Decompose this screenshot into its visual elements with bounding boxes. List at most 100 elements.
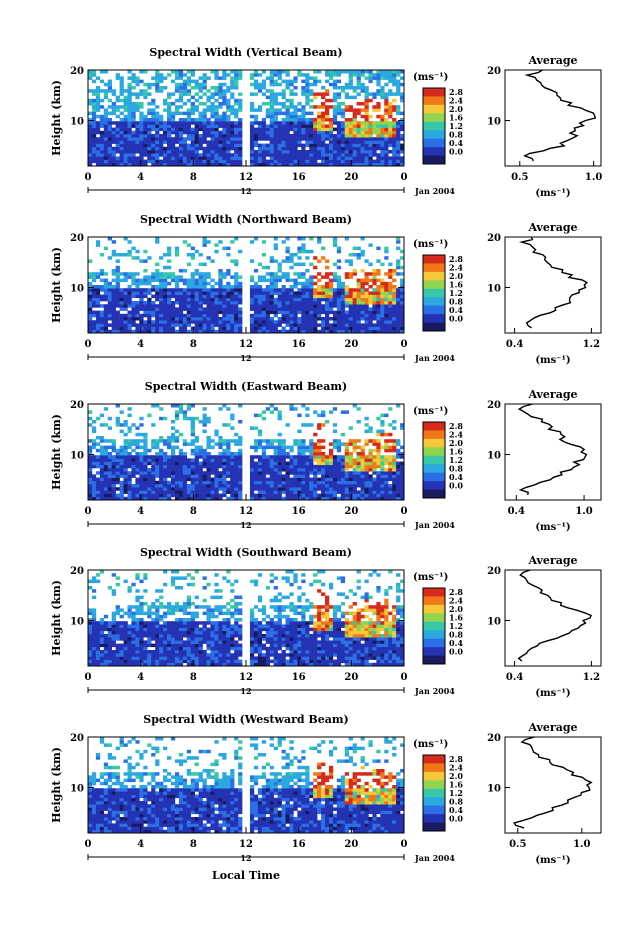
heatmap-cell bbox=[167, 246, 172, 251]
heatmap-cell bbox=[313, 159, 318, 164]
heatmap-cell bbox=[384, 143, 389, 148]
heatmap-cell bbox=[336, 92, 342, 96]
heatmap-cell bbox=[340, 329, 346, 334]
heatmap-cell bbox=[340, 301, 346, 305]
heatmap-cell bbox=[115, 480, 120, 485]
heatmap-cell bbox=[396, 150, 401, 154]
heatmap-cell bbox=[119, 480, 124, 485]
heatmap-cell bbox=[325, 118, 330, 122]
heatmap-cell bbox=[269, 464, 274, 469]
heatmap-cell bbox=[396, 124, 401, 128]
heatmap-cell bbox=[230, 320, 235, 324]
heatmap-cell bbox=[230, 477, 235, 482]
heatmap-cell bbox=[305, 73, 310, 77]
colorbar-segment bbox=[423, 138, 445, 148]
heatmap-cell bbox=[400, 124, 405, 128]
heatmap-cell bbox=[178, 493, 184, 498]
heatmap-cell bbox=[293, 455, 298, 459]
heatmap-cell bbox=[230, 297, 235, 302]
heatmap-cell bbox=[340, 468, 346, 472]
heatmap-cell bbox=[202, 108, 207, 112]
heatmap-cell bbox=[206, 124, 211, 128]
heatmap-cell bbox=[273, 468, 278, 472]
heatmap-cell bbox=[332, 150, 338, 154]
heatmap-cell bbox=[88, 73, 93, 77]
heatmap-cell bbox=[364, 471, 369, 475]
heatmap-cell bbox=[103, 452, 109, 456]
heatmap-cell bbox=[356, 256, 361, 260]
heatmap-cell bbox=[277, 297, 282, 302]
heatmap-cell bbox=[127, 272, 132, 276]
heatmap-cell bbox=[313, 256, 318, 260]
heatmap-cell bbox=[261, 294, 267, 299]
heatmap-cell bbox=[332, 143, 338, 148]
heatmap-cell bbox=[115, 294, 120, 299]
heatmap-cell bbox=[356, 294, 361, 299]
heatmap-cell bbox=[253, 426, 259, 430]
heatmap-cell bbox=[356, 496, 361, 501]
heatmap-cell bbox=[285, 237, 290, 241]
heatmap-cell bbox=[123, 487, 128, 491]
heatmap-cell bbox=[88, 297, 93, 302]
heatmap-cell bbox=[103, 278, 109, 283]
heatmap-cell bbox=[360, 134, 365, 138]
heatmap-cell bbox=[111, 487, 116, 491]
heatmap-cell bbox=[234, 130, 239, 135]
heatmap-cell bbox=[226, 407, 231, 411]
heatmap-cell bbox=[289, 82, 294, 87]
heatmap-cell bbox=[277, 490, 282, 494]
heatmap-cell bbox=[111, 614, 116, 619]
heatmap-cell bbox=[380, 423, 385, 427]
heatmap-cell bbox=[360, 452, 365, 456]
heatmap-cell bbox=[214, 281, 219, 286]
heatmap-cell bbox=[170, 156, 176, 160]
heatmap-cell bbox=[380, 124, 385, 128]
heatmap-cell bbox=[194, 461, 199, 466]
heatmap-cell bbox=[376, 432, 381, 437]
heatmap-cell bbox=[99, 323, 105, 327]
heatmap-cell bbox=[297, 118, 302, 122]
heatmap-cell bbox=[111, 153, 116, 157]
heatmap-cell bbox=[95, 329, 101, 334]
heatmap-cell bbox=[155, 162, 160, 167]
heatmap-cell bbox=[328, 323, 334, 327]
heatmap-cell bbox=[190, 73, 195, 77]
heatmap-cell bbox=[352, 108, 357, 112]
heatmap-cell bbox=[249, 76, 255, 80]
heatmap-cell bbox=[198, 76, 203, 80]
heatmap-cell bbox=[273, 458, 278, 462]
heatmap-cell bbox=[301, 313, 306, 318]
heatmap-cell bbox=[328, 471, 334, 475]
heatmap-cell bbox=[226, 461, 231, 466]
heatmap-cell bbox=[214, 153, 219, 157]
heatmap-cell bbox=[226, 458, 231, 462]
heatmap-cell bbox=[281, 124, 286, 128]
heatmap-cell bbox=[178, 111, 184, 116]
heatmap-cell bbox=[170, 452, 176, 456]
heatmap-cell bbox=[178, 455, 184, 459]
heatmap-cell bbox=[305, 474, 310, 478]
heatmap-cell bbox=[210, 159, 215, 164]
heatmap-cell bbox=[360, 310, 365, 315]
heatmap-cell bbox=[277, 146, 282, 151]
heatmap-cell bbox=[372, 127, 377, 132]
heatmap-cell bbox=[317, 140, 322, 144]
heatmap-cell bbox=[119, 468, 124, 472]
heatmap-cell bbox=[107, 86, 112, 90]
heatmap-cell bbox=[123, 317, 128, 321]
heatmap-cell bbox=[368, 79, 373, 84]
heatmap-cell bbox=[222, 484, 227, 488]
heatmap-cell bbox=[210, 288, 215, 292]
heatmap-cell bbox=[352, 496, 357, 501]
heatmap-cell bbox=[151, 493, 156, 498]
heatmap-cell bbox=[344, 162, 349, 167]
heatmap-cell bbox=[317, 127, 322, 132]
heatmap-cell bbox=[301, 156, 306, 160]
heatmap-cell bbox=[368, 310, 373, 315]
heatmap-cell bbox=[178, 146, 184, 151]
heatmap-cell bbox=[131, 146, 136, 151]
heatmap-cell bbox=[388, 471, 393, 475]
heatmap-cell bbox=[88, 490, 93, 494]
heatmap-cell bbox=[376, 326, 381, 331]
heatmap-cell bbox=[249, 143, 255, 148]
